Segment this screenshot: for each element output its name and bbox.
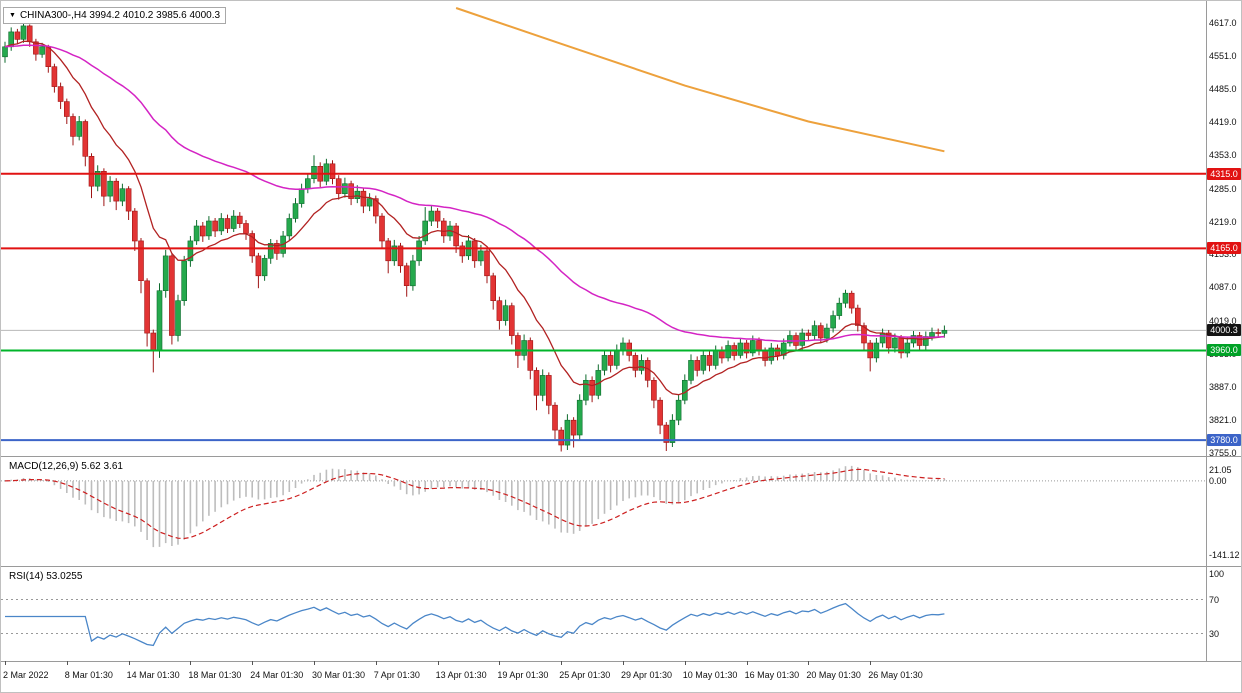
time-tick-mark xyxy=(623,661,624,665)
macd-indicator-label: MACD(12,26,9) 5.62 3.61 xyxy=(9,461,123,472)
current-price-badge[interactable]: 4000.3 xyxy=(1207,324,1241,337)
macd-panel[interactable] xyxy=(1,456,1206,566)
rsi-indicator-label: RSI(14) 53.0255 xyxy=(9,571,83,582)
price-axis[interactable]: 4617.0 4551.0 4485.0 4419.0 4353.0 4285.0 4219… xyxy=(1206,1,1241,661)
price-tick-label: 4617.0 xyxy=(1209,18,1237,29)
time-tick-mark xyxy=(252,661,254,665)
time-tick-label: 24 Mar 01:30 xyxy=(250,670,304,680)
resistance-line-4165-badge[interactable]: 4165.0 xyxy=(1207,242,1241,255)
time-tick-label: 19 Apr 01:30 xyxy=(497,670,549,680)
price-tick-label: 4153.0 xyxy=(1209,249,1237,260)
macd-tick-label: -141.12 xyxy=(1209,549,1240,560)
resistance-line-4315-badge[interactable]: 4315.0 xyxy=(1207,167,1241,180)
time-axis[interactable]: 2 Mar 2022 8 Mar 01:30 14 Mar 01:30 18 Mar … xyxy=(1,661,1241,692)
time-tick-label: 8 Mar 01:30 xyxy=(64,670,113,680)
rsi-tick-label: 30 xyxy=(1209,628,1220,639)
time-tick-label: 25 Apr 01:30 xyxy=(559,670,611,680)
macd-histogram xyxy=(10,465,946,548)
rsi-panel[interactable] xyxy=(1,566,1206,661)
time-tick-mark xyxy=(375,661,377,665)
price-axis-separator xyxy=(1206,1,1207,661)
macd-tick-label: 21.05 xyxy=(1209,464,1232,475)
price-tick-label: 4019.0 xyxy=(1209,316,1237,327)
price-tick-label: 4419.0 xyxy=(1209,116,1237,127)
price-tick-label: 3821.0 xyxy=(1209,414,1237,425)
rsi-tick-label: 100 xyxy=(1209,569,1225,579)
price-tick-label: 3755.0 xyxy=(1209,447,1237,458)
time-tick-mark xyxy=(190,661,192,665)
time-tick-mark xyxy=(808,661,810,665)
time-tick-label: 2 Mar 2022 xyxy=(3,670,49,680)
price-tick-label: 4353.0 xyxy=(1209,149,1237,160)
ma-fast-line[interactable] xyxy=(4,40,945,396)
panel-separator-macd[interactable] xyxy=(1,456,1241,457)
time-tick-label: 16 May 01:30 xyxy=(744,670,800,680)
time-tick-mark xyxy=(314,661,315,665)
time-tick-label: 14 Mar 01:30 xyxy=(126,670,180,680)
time-tick-mark xyxy=(66,661,68,665)
time-tick-mark xyxy=(499,661,501,665)
time-tick-label: 18 Mar 01:30 xyxy=(188,670,242,680)
time-tick-mark xyxy=(561,661,563,665)
time-tick-mark xyxy=(746,661,748,665)
price-tick-label: 3887.0 xyxy=(1209,381,1237,392)
time-tick-mark xyxy=(5,661,6,665)
support-line-3960-badge[interactable]: 3960.0 xyxy=(1207,344,1241,357)
symbol-ohlc-label[interactable]: ▼ CHINA300-,H4 3994.2 4010.2 3985.6 4000… xyxy=(3,7,227,24)
main-price-chart[interactable] xyxy=(1,1,1206,456)
time-tick-mark xyxy=(870,661,872,665)
time-tick-label: 29 Apr 01:30 xyxy=(621,670,673,680)
dropdown-arrow-icon[interactable]: ▼ xyxy=(9,12,16,19)
price-tick-label: 4087.0 xyxy=(1209,282,1237,293)
time-tick-mark xyxy=(437,661,439,665)
panel-separator-rsi[interactable] xyxy=(1,566,1241,567)
price-tick-label: 4285.0 xyxy=(1209,183,1237,194)
rsi-line xyxy=(5,602,945,647)
time-tick-label: 26 May 01:30 xyxy=(868,670,923,680)
rsi-tick-label: 70 xyxy=(1209,594,1220,605)
price-tick-label: 4551.0 xyxy=(1209,51,1237,62)
time-tick-label: 7 Apr 01:30 xyxy=(373,670,420,680)
trend-line-orange[interactable] xyxy=(455,7,945,153)
price-tick-label: 4219.0 xyxy=(1209,216,1237,227)
time-tick-mark xyxy=(684,661,686,665)
time-tick-label: 10 May 01:30 xyxy=(682,670,738,680)
macd-signal-line xyxy=(4,468,945,540)
price-tick-label: 4485.0 xyxy=(1209,84,1237,95)
time-tick-mark xyxy=(128,661,130,665)
symbol-ohlc-text: CHINA300-,H4 3994.2 4010.2 3985.6 4000.3 xyxy=(19,10,221,21)
candlesticks xyxy=(2,23,948,452)
macd-tick-label: 0.00 xyxy=(1209,475,1227,486)
support-line-3780-badge[interactable]: 3780.0 xyxy=(1207,434,1241,447)
ma-slow-line[interactable] xyxy=(4,44,945,342)
time-tick-label: 30 Mar 01:30 xyxy=(312,670,366,680)
time-axis-separator xyxy=(1,661,1241,662)
time-tick-label: 13 Apr 01:30 xyxy=(435,670,487,680)
time-tick-label: 20 May 01:30 xyxy=(806,670,861,680)
